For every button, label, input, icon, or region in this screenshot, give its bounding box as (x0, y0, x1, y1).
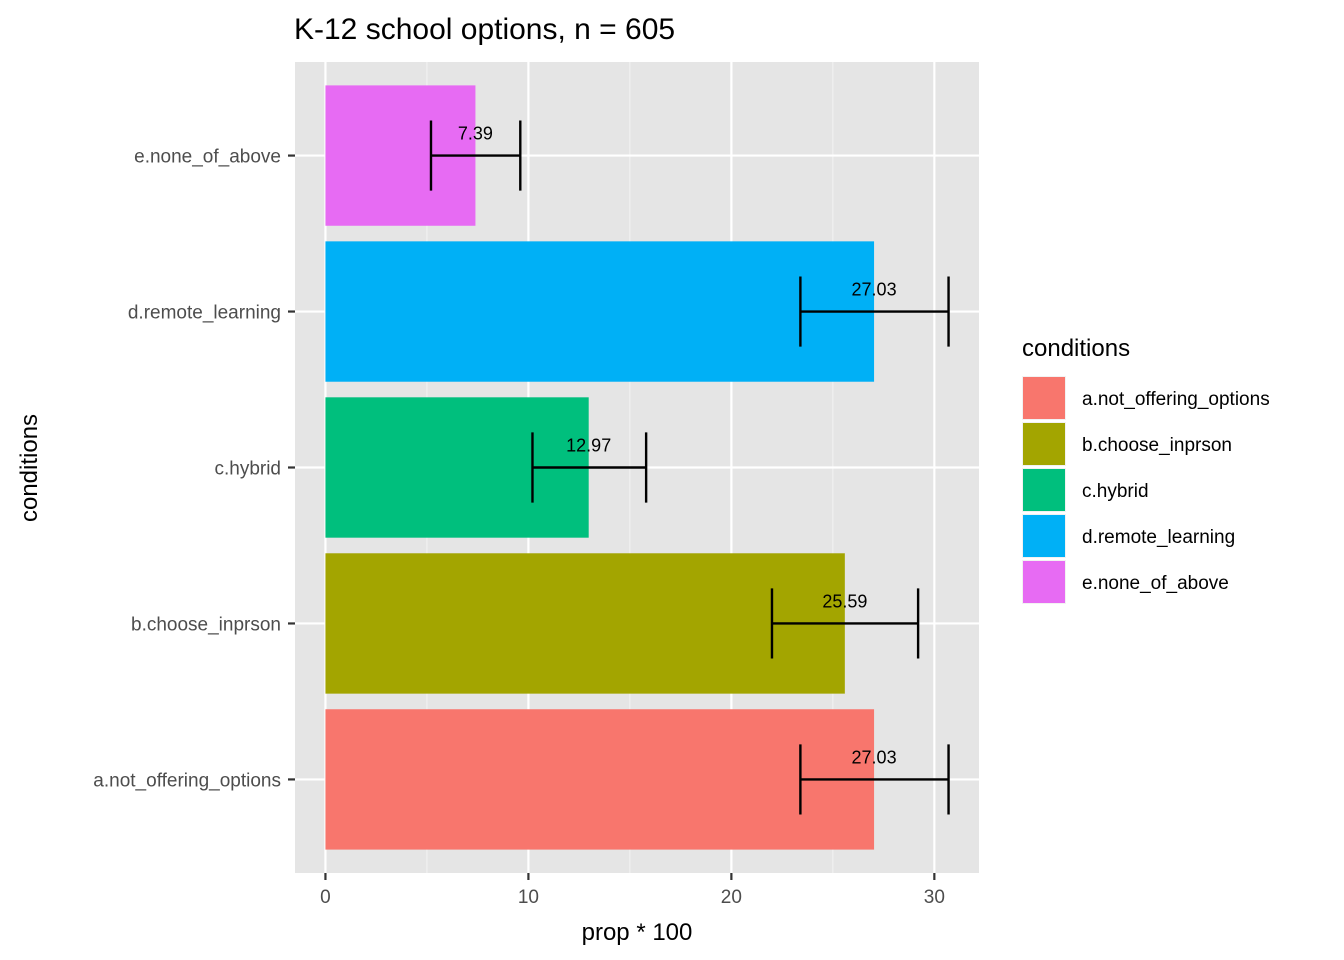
data-label: 7.39 (458, 124, 493, 144)
legend-swatch (1023, 469, 1065, 511)
legend-title: conditions (1022, 335, 1130, 362)
data-label: 27.03 (852, 280, 897, 300)
y-tick-label: c.hybrid (214, 459, 281, 480)
legend: conditions a.not_offering_options b.choos… (1022, 335, 1270, 604)
y-tick-label: a.not_offering_options (93, 770, 281, 791)
legend-swatch (1023, 561, 1065, 603)
x-tick-label: 10 (518, 887, 539, 908)
x-tick-label: 0 (320, 887, 331, 908)
legend-items: a.not_offering_options b.choose_inprson c.… (1022, 376, 1270, 604)
legend-label: d.remote_learning (1082, 527, 1235, 548)
bar (325, 709, 875, 850)
data-labels: 27.03 25.59 12.97 27.03 7.39 (458, 124, 897, 768)
x-tick-label: 20 (721, 887, 742, 908)
x-tick-label: 30 (924, 887, 945, 908)
y-axis-title: conditions (16, 414, 43, 522)
y-axis: a.not_offering_options b.choose_inprson c.… (93, 147, 295, 791)
chart-title: K-12 school options, n = 605 (294, 13, 675, 46)
legend-label: e.none_of_above (1082, 573, 1229, 594)
legend-swatch (1023, 515, 1065, 557)
data-label: 12.97 (566, 436, 611, 456)
legend-swatch (1023, 423, 1065, 465)
data-label: 27.03 (852, 747, 897, 767)
data-label: 25.59 (822, 591, 867, 611)
x-axis: 0 10 20 30 (320, 873, 945, 908)
legend-label: a.not_offering_options (1082, 389, 1270, 410)
x-axis-title: prop * 100 (582, 919, 693, 946)
error-bars (429, 120, 950, 815)
bar (325, 553, 845, 694)
legend-label: b.choose_inprson (1082, 435, 1232, 456)
bar (325, 241, 875, 382)
y-tick-label: e.none_of_above (134, 147, 281, 168)
y-tick-label: b.choose_inprson (131, 614, 281, 635)
legend-label: c.hybrid (1082, 481, 1149, 502)
y-tick-label: d.remote_learning (128, 303, 281, 324)
legend-swatch (1023, 377, 1065, 419)
bars (325, 85, 875, 850)
